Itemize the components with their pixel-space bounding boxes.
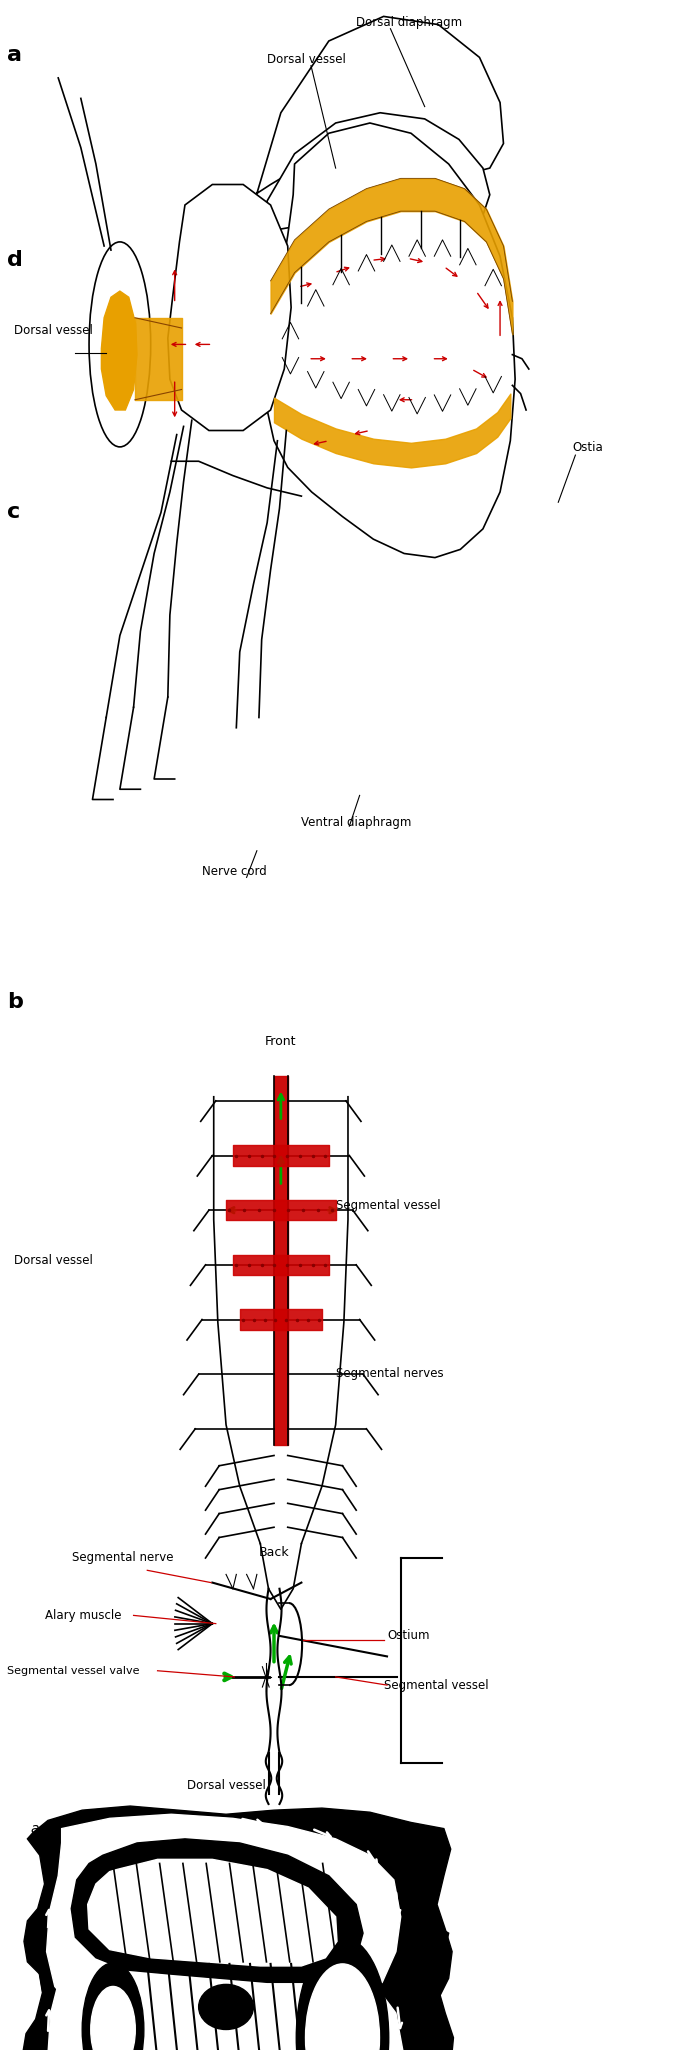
Text: a: a: [7, 45, 22, 66]
Polygon shape: [48, 1925, 403, 2050]
Text: Ostium: Ostium: [387, 1630, 429, 1642]
Text: Segmental vessel: Segmental vessel: [384, 1679, 488, 1691]
Polygon shape: [253, 16, 503, 205]
Text: Segmental vessel valve: Segmental vessel valve: [7, 1667, 139, 1675]
Ellipse shape: [199, 1984, 253, 2030]
Ellipse shape: [90, 1986, 135, 2050]
Text: Dorsal vessel: Dorsal vessel: [14, 324, 92, 336]
Text: Ventral diaphragm: Ventral diaphragm: [301, 816, 412, 828]
Text: Alary muscle: Alary muscle: [45, 1609, 121, 1622]
Text: Dorsal vessel: Dorsal vessel: [267, 53, 346, 66]
Text: Nerve cord: Nerve cord: [202, 865, 267, 877]
Polygon shape: [24, 1806, 452, 2050]
Text: b: b: [7, 992, 23, 1013]
Text: Dorsal vessel: Dorsal vessel: [186, 1779, 266, 1792]
Polygon shape: [88, 1859, 337, 1966]
Text: Ostia: Ostia: [572, 441, 603, 453]
Text: Dorsal diaphragm: Dorsal diaphragm: [356, 16, 462, 29]
Polygon shape: [266, 123, 515, 558]
Ellipse shape: [89, 242, 151, 447]
Polygon shape: [101, 291, 137, 410]
Ellipse shape: [296, 1937, 389, 2050]
Ellipse shape: [306, 1964, 379, 2050]
Text: d: d: [7, 250, 23, 271]
Text: Segmental nerve: Segmental nerve: [72, 1552, 173, 1564]
Text: Segmental vessel: Segmental vessel: [336, 1199, 440, 1212]
Text: Segmental nerves: Segmental nerves: [336, 1367, 443, 1380]
Polygon shape: [168, 184, 291, 430]
Text: Dorsal vessel: Dorsal vessel: [14, 1255, 92, 1267]
Polygon shape: [267, 113, 490, 230]
Text: a: a: [31, 1822, 39, 1837]
Text: Front: Front: [265, 1035, 297, 1048]
Text: Back: Back: [259, 1546, 289, 1558]
Polygon shape: [47, 1814, 401, 2032]
Polygon shape: [23, 1915, 453, 2050]
Polygon shape: [71, 1839, 363, 1982]
Ellipse shape: [82, 1964, 144, 2050]
Text: b: b: [31, 1931, 40, 1945]
Text: c: c: [7, 502, 20, 523]
